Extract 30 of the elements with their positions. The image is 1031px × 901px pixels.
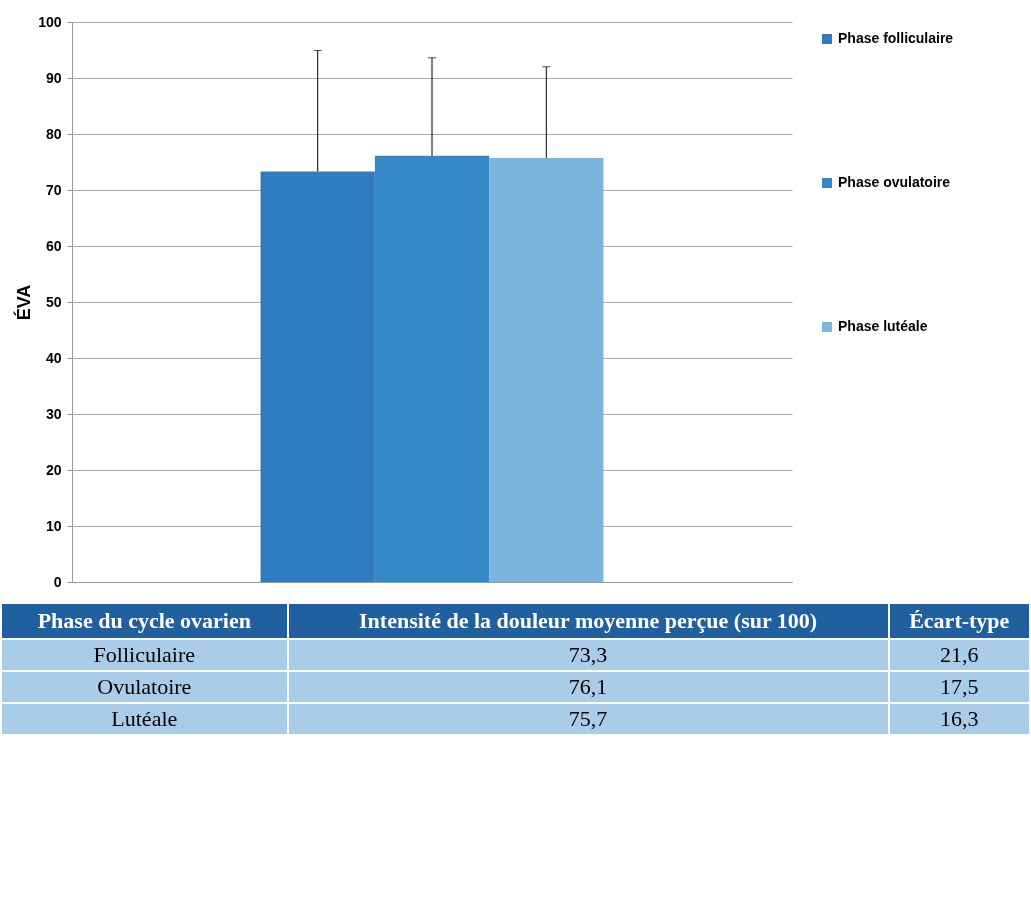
text: 76,1 (287, 671, 889, 703)
text: Lutéale (1, 703, 288, 735)
category-label: Écart-type (888, 603, 1030, 639)
category-label: Phase du cycle ovarien (1, 603, 288, 639)
y-tick-label: 80 (45, 125, 62, 142)
y-tick-label: 70 (45, 181, 62, 198)
y-tick-label: 30 (45, 405, 62, 422)
legend-label: Phase folliculaire (838, 30, 954, 46)
text: Ovulatoire (1, 671, 288, 703)
y-tick-label: 60 (45, 237, 62, 254)
text: Folliculaire (1, 639, 288, 671)
y-tick-label: 90 (45, 69, 62, 86)
y-tick-label: 10 (45, 517, 62, 534)
text: 73,3 (287, 639, 889, 671)
y-tick-label: 20 (45, 461, 62, 478)
text: 17,5 (888, 671, 1030, 703)
text: 75,7 (287, 703, 889, 735)
text: 21,6 (888, 639, 1030, 671)
legend-label: Phase lutéale (838, 318, 928, 334)
bar (489, 158, 604, 582)
y-tick-label: 50 (45, 293, 62, 310)
y-axis-title: ÉVA (13, 284, 35, 321)
y-tick-label: 0 (53, 573, 62, 590)
bar (374, 155, 490, 582)
bar (260, 171, 375, 582)
y-tick-label: 100 (38, 13, 62, 30)
legend-label: Phase ovulatoire (838, 174, 951, 190)
text: 16,3 (888, 703, 1030, 735)
category-label: Intensité de la douleur moyenne perçue (sur 100) (287, 603, 889, 639)
y-tick-label: 40 (45, 349, 62, 366)
